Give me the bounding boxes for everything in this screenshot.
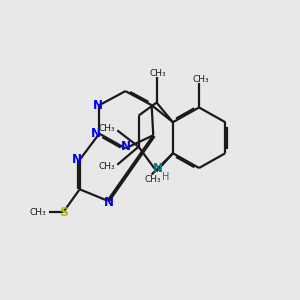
Text: N: N xyxy=(104,196,114,209)
Text: CH₃: CH₃ xyxy=(150,69,166,78)
Text: CH₃: CH₃ xyxy=(192,75,209,84)
Text: CH₃: CH₃ xyxy=(30,208,46,217)
Text: CH₃: CH₃ xyxy=(99,124,115,134)
Text: N: N xyxy=(153,162,163,176)
Text: N: N xyxy=(72,153,82,166)
Text: CH₃: CH₃ xyxy=(99,162,115,171)
Text: S: S xyxy=(59,206,68,219)
Text: N: N xyxy=(91,127,101,140)
Text: H: H xyxy=(162,172,170,182)
Text: N: N xyxy=(93,99,103,112)
Text: CH₃: CH₃ xyxy=(145,175,161,184)
Text: N: N xyxy=(121,140,130,153)
